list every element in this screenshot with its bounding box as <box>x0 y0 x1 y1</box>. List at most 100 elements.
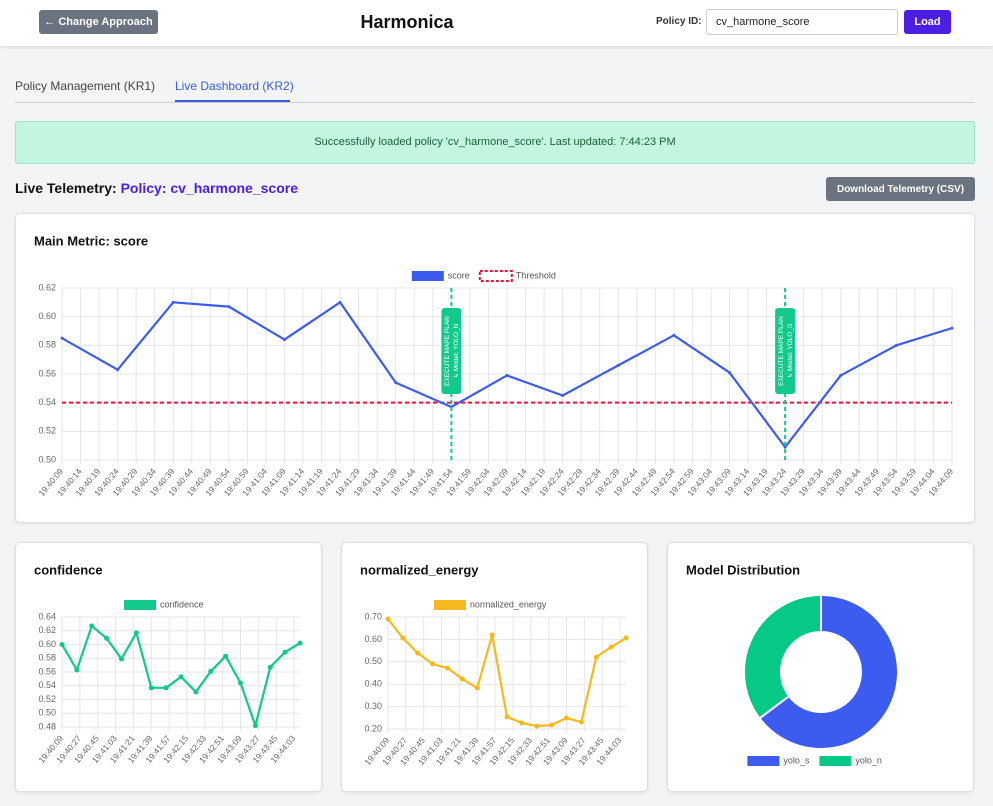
data-point <box>950 326 954 330</box>
data-point <box>193 689 199 695</box>
data-point <box>593 654 599 660</box>
download-button[interactable]: Download Telemetry (CSV) <box>826 177 975 201</box>
data-point <box>400 635 406 641</box>
tab-underline <box>175 100 290 102</box>
y-tick-label: 0.20 <box>364 723 382 733</box>
data-point <box>504 714 510 720</box>
y-tick-label: 0.70 <box>364 611 382 621</box>
policy-input[interactable]: cv_harmone_score <box>706 9 898 35</box>
chart-title: Main Metric: score <box>34 233 148 248</box>
y-tick-label: 0.48 <box>38 721 56 731</box>
data-point <box>445 665 450 671</box>
data-point <box>282 649 288 655</box>
data-point <box>459 676 465 682</box>
legend-swatch <box>747 756 780 766</box>
data-point <box>297 640 303 646</box>
data-point <box>489 632 495 638</box>
data-point <box>208 668 214 674</box>
data-point <box>119 656 124 662</box>
legend-swatch <box>411 271 444 281</box>
doughnut-slice <box>743 593 822 720</box>
telemetry-label: Live Telemetry: <box>15 180 117 196</box>
y-tick-label: 0.58 <box>38 340 56 350</box>
annotation-text: EXECUTE MAPE PLAN <box>778 316 785 386</box>
telemetry-heading: Live Telemetry: Policy: cv_harmone_score <box>15 179 298 197</box>
data-point <box>116 368 120 372</box>
y-tick-label: 0.62 <box>38 625 56 635</box>
policy-label: Policy ID: <box>656 16 702 27</box>
legend-swatch <box>433 600 466 610</box>
data-point <box>163 685 169 691</box>
back-button[interactable]: ← Change Approach <box>39 10 158 34</box>
data-point <box>338 300 342 304</box>
data-point <box>178 674 184 680</box>
data-point <box>623 635 629 641</box>
annotation-box <box>775 308 796 394</box>
data-point <box>430 661 436 667</box>
data-point <box>59 642 65 647</box>
tab[interactable]: Policy Management (KR1) <box>15 79 156 93</box>
y-tick-label: 0.60 <box>38 639 56 649</box>
y-tick-label: 0.52 <box>38 426 56 436</box>
data-point <box>227 305 231 309</box>
data-point <box>385 616 391 622</box>
legend-label: yolo_n <box>855 755 882 765</box>
data-point <box>283 338 286 342</box>
y-tick-label: 0.60 <box>364 634 382 644</box>
y-tick-label: 0.56 <box>38 368 56 378</box>
energy-card <box>341 542 648 792</box>
annotation-text: ↳ Model: YOLO_N <box>452 323 460 378</box>
annotation-text: EXECUTE MAPE PLAN <box>444 316 451 386</box>
y-tick-label: 0.58 <box>38 653 56 663</box>
y-tick-label: 0.50 <box>38 454 56 464</box>
legend-label: yolo_s <box>783 755 810 765</box>
y-tick-label: 0.56 <box>38 666 56 676</box>
chart-title: normalized_energy <box>360 562 479 577</box>
chart-title: confidence <box>34 562 103 577</box>
annotation-label: EXECUTE MAPE PLAN ↳ Model: YOLO_N <box>444 316 460 386</box>
data-point <box>534 723 540 729</box>
tab-active[interactable]: Live Dashboard (KR2) <box>175 79 294 93</box>
y-tick-label: 0.54 <box>38 397 56 407</box>
y-tick-label: 0.60 <box>38 311 56 321</box>
doughnut-slice <box>758 593 899 750</box>
distribution-card <box>667 542 974 792</box>
y-tick-label: 0.62 <box>38 282 56 292</box>
annotation-box <box>441 308 462 394</box>
data-point <box>104 635 110 641</box>
app-title: Harmonica <box>360 12 454 32</box>
data-point <box>894 343 898 347</box>
telemetry-policy: Policy: cv_harmone_score <box>120 180 298 196</box>
y-tick-label: 0.64 <box>38 611 56 621</box>
data-point <box>505 373 509 377</box>
data-point <box>839 373 843 377</box>
data-point <box>564 715 569 721</box>
legend-swatch <box>478 270 513 282</box>
data-point <box>238 680 243 686</box>
tab-rule <box>15 102 975 103</box>
data-point <box>783 445 787 449</box>
data-point <box>133 630 139 636</box>
data-point <box>415 650 421 656</box>
legend-label: score <box>448 270 470 280</box>
data-point <box>223 653 229 659</box>
data-point <box>519 720 525 726</box>
y-tick-label: 0.52 <box>38 694 56 704</box>
legend-label: normalized_energy <box>470 599 547 609</box>
success-alert: Successfully loaded policy 'cv_harmone_s… <box>15 121 975 164</box>
load-button[interactable]: Load <box>904 10 951 34</box>
data-point <box>148 685 154 691</box>
data-point <box>616 363 620 367</box>
y-tick-label: 0.40 <box>364 679 382 689</box>
y-tick-label: 0.54 <box>38 680 56 690</box>
data-point <box>60 336 64 340</box>
data-point <box>561 394 565 397</box>
data-point <box>474 685 480 691</box>
legend-swatch <box>124 600 156 610</box>
data-point <box>549 722 555 728</box>
legend-label: Threshold <box>516 270 556 280</box>
data-point <box>267 664 273 670</box>
data-point <box>728 371 731 375</box>
